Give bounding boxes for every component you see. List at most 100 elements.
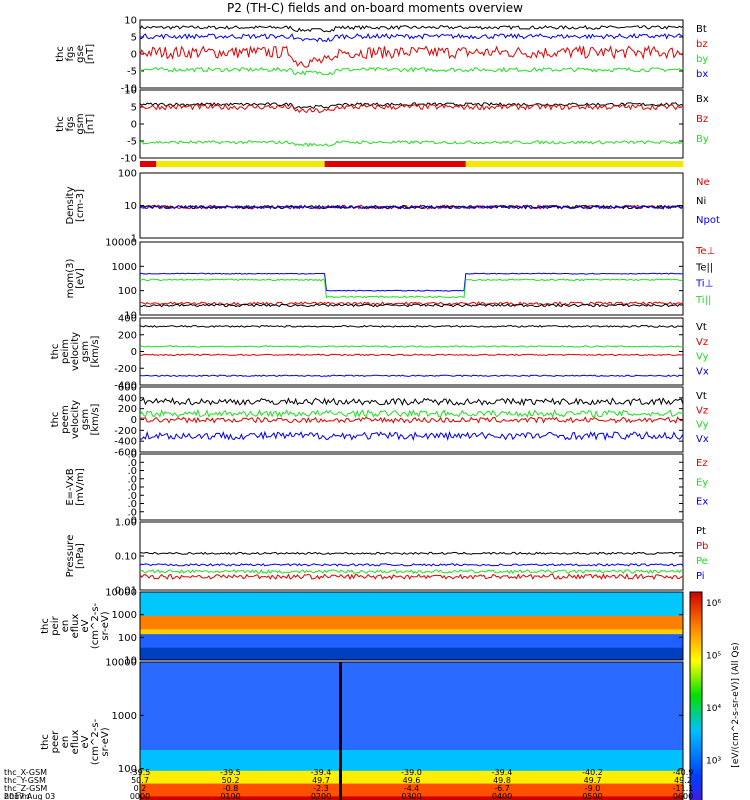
panel-peim_vel: 400 200 0 -200 -400 thc peim velocity gsm [km/s] V… — [50, 314, 709, 392]
legend-ey: Ey — [696, 477, 708, 488]
legend-ez: Ez — [696, 458, 708, 469]
y-tick-label: 10000 — [105, 588, 137, 599]
footer-value: -0.8 — [223, 784, 239, 793]
y-axis-label: [km/s] — [90, 403, 101, 435]
mode-bar-segment — [156, 161, 325, 167]
series-line-pb — [139, 573, 684, 581]
footer-row-label: thc_Y-GSM — [4, 776, 46, 785]
spectrogram-band — [140, 770, 683, 785]
legend-ni: Ni — [696, 196, 706, 207]
footer-value: -11.1 — [673, 784, 694, 793]
mode-bar-segment — [140, 161, 157, 167]
y-tick-label: 10 — [124, 201, 137, 212]
footer-value: -40.2 — [582, 768, 603, 777]
y-tick-label: 600 — [118, 383, 137, 394]
series-line-te⊥ — [139, 301, 684, 306]
y-axis-label: [nPa] — [75, 543, 86, 569]
footer-value: 49.7 — [312, 776, 330, 785]
legend-vx: Vx — [696, 366, 709, 377]
legend-ne: Ne — [696, 177, 710, 188]
y-axis-label: peim — [60, 339, 71, 364]
legend-ex: Ex — [696, 497, 708, 508]
y-axis-label: [mV/m] — [75, 468, 86, 506]
y-tick-label: 100 — [118, 169, 137, 180]
panel-frame — [139, 89, 684, 159]
series-line-vt — [139, 397, 684, 407]
colorbar: 10⁶10⁵10⁴10³10²[eV/(cm^2-s-sr-eV)] (All … — [689, 591, 741, 800]
legend-pb: Pb — [696, 541, 708, 552]
series-line-bz — [139, 44, 684, 68]
y-axis-label: thc — [50, 344, 61, 360]
series-line-vx — [139, 374, 684, 377]
y-tick-label: .0 — [127, 516, 137, 527]
y-axis-label: gsm — [75, 113, 86, 134]
y-axis-label: thc — [55, 116, 66, 132]
y-axis-label: [km/s] — [90, 335, 101, 367]
series-line-bx — [139, 102, 684, 109]
y-tick-label: 10 — [124, 86, 137, 97]
legend-bt: Bt — [696, 24, 707, 35]
series-line-by — [139, 66, 684, 76]
y-tick-label: 100 — [118, 633, 137, 644]
y-tick-label: 5 — [131, 33, 137, 44]
y-axis-label: thc — [55, 46, 66, 62]
y-tick-label: 400 — [118, 314, 137, 325]
y-axis-label: gsm — [80, 341, 91, 362]
y-axis-label: velocity — [70, 400, 81, 439]
footer-value: 50.7 — [131, 776, 149, 785]
y-tick-label: .0 — [127, 474, 137, 485]
panel-frame — [139, 386, 684, 453]
panel-frame — [139, 453, 684, 521]
panel-frame — [139, 661, 684, 800]
mode-bar-segment — [324, 161, 466, 167]
y-tick-label: .0 — [127, 458, 137, 469]
panel-frame — [139, 241, 684, 316]
y-axis-label: [nT] — [85, 44, 96, 64]
y-tick-label: -10 — [121, 84, 137, 95]
legend-te||: Te|| — [695, 262, 713, 273]
y-axis-label: thc — [40, 618, 51, 634]
legend-bz: Bz — [696, 114, 708, 125]
y-tick-label: -5 — [127, 67, 137, 78]
footer-value: -39.5 — [130, 768, 151, 777]
footer-value: 49.2 — [674, 776, 692, 785]
y-tick-label: -200 — [114, 426, 137, 437]
panel-peer: 10000100010010thcpeerenefluxeV(cm^2-s-sr… — [40, 658, 684, 800]
y-tick-label: 100 — [118, 286, 137, 297]
y-tick-label: 0 — [131, 50, 137, 61]
y-tick-label: 1000 — [112, 711, 137, 722]
footer-value: -9.0 — [585, 784, 601, 793]
spectrogram-band — [140, 592, 683, 617]
y-axis-label: [cm-3] — [75, 189, 86, 222]
footer-value: 0600 — [673, 792, 693, 800]
y-tick-label: 10000 — [105, 658, 137, 669]
y-tick-label: .0 — [127, 499, 137, 510]
legend-pe: Pe — [696, 556, 708, 567]
footer-value: 49.7 — [584, 776, 602, 785]
series-line-bx — [139, 32, 684, 43]
plot-title: P2 (TH-C) fields and on-board moments ov… — [227, 1, 523, 15]
series-line-npot — [139, 204, 684, 210]
legend-bx: Bx — [696, 94, 709, 105]
panel-peir: 10000 1000 100 10 thc peir en eflux eV (cm^2-s-sr… — [40, 588, 684, 667]
y-tick-label: .0 — [127, 483, 137, 494]
y-axis-label: peir — [50, 615, 61, 635]
y-axis-label: eV — [80, 735, 91, 748]
series-line-ti|| — [139, 278, 684, 299]
y-tick-label: 0 — [131, 120, 137, 131]
footer-value: 0.2 — [134, 784, 147, 793]
footer-value: 0500 — [582, 792, 602, 800]
series-line-pe — [139, 569, 684, 575]
series-line-pi — [139, 563, 684, 567]
y-tick-label: .0 — [127, 466, 137, 477]
y-tick-label: 0.10 — [115, 552, 137, 563]
y-axis-label: sr-eV) — [100, 611, 111, 640]
y-axis-label: gse — [75, 45, 86, 63]
panel-density: 100 10 1 Density [cm-3] Ne Ni Npot — [65, 169, 720, 245]
legend-bz: bz — [696, 39, 708, 50]
y-axis-label: en — [60, 736, 71, 749]
panel-frame — [139, 521, 684, 591]
y-axis-label: thc — [40, 734, 51, 750]
